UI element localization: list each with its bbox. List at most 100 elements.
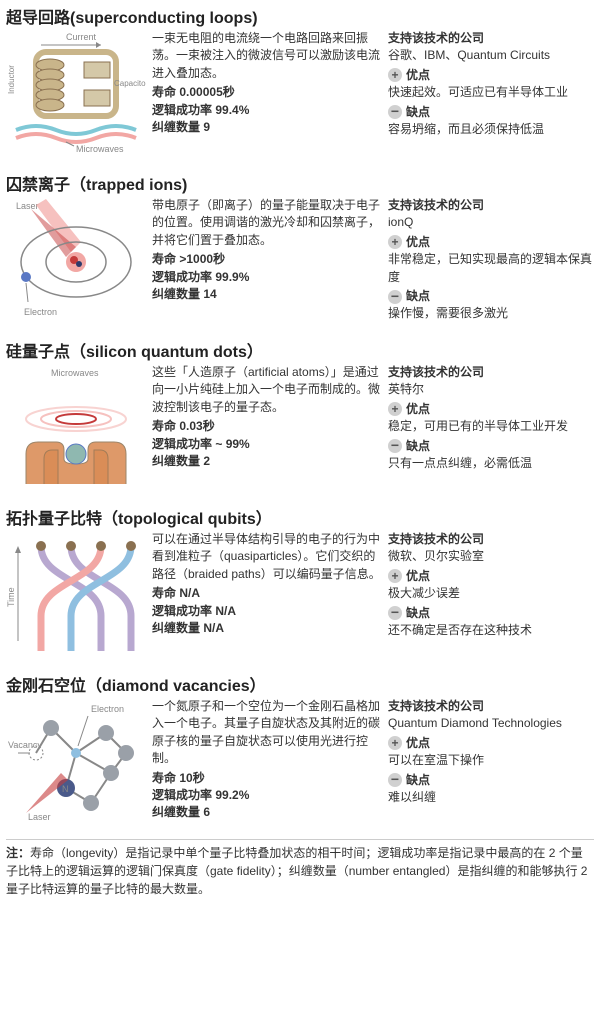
minus-icon: − [388,773,402,787]
pros-row: +优点 [388,735,594,752]
mid-col: 可以在通过半导体结构引导的电子的行为中看到准粒子（quasiparticles）… [152,531,382,664]
stat-fidelity: 逻辑成功率 ~ 99% [152,436,382,453]
cons-row: −缺点 [388,772,594,789]
tech-topological: 拓扑量子比特（topological qubits） Time 可以在通过半导体… [6,505,594,664]
stat-fidelity: 逻辑成功率 99.9% [152,269,382,286]
mid-col: 带电原子（即离子）的量子能量取决于电子的位置。使用调谐的激光冷却和囚禁离子，并将… [152,197,382,330]
pros-row: +优点 [388,234,594,251]
right-col: 支持该技术的公司 谷歌、IBM、Quantum Circuits +优点 快速起… [388,30,594,163]
pros-row: +优点 [388,67,594,84]
diagram-silicon-dots: Microwaves [6,364,146,497]
right-col: 支持该技术的公司 Quantum Diamond Technologies +优… [388,698,594,831]
diagram-superconducting: Current Inductor Capacitors Microwaves [6,30,146,163]
label-microwaves: Microwaves [76,144,124,154]
right-col: 支持该技术的公司 ionQ +优点 非常稳定，已知实现最高的逻辑本保真度 −缺点… [388,197,594,330]
pros-value: 可以在室温下操作 [388,752,594,769]
cons-row: −缺点 [388,438,594,455]
pros-value: 快速起效。可适应已有半导体工业 [388,84,594,101]
tech-body: Electron Vacancy Laser N [6,698,594,831]
tech-title: 囚禁离子（trapped ions) [6,171,594,195]
plus-icon: + [388,402,402,416]
tech-body: Microwaves 这些「人造原子（artificial atoms）」是通过… [6,364,594,497]
stat-fidelity: 逻辑成功率 N/A [152,603,382,620]
diagram-trapped-ions: Laser Electron [6,197,146,330]
companies-value: 谷歌、IBM、Quantum Circuits [388,47,594,64]
footnote-text: 寿命（longevity）是指记录中单个量子比特叠加状态的相干时间；逻辑成功率是… [6,846,587,896]
tech-title: 拓扑量子比特（topological qubits） [6,505,594,529]
mid-col: 这些「人造原子（artificial atoms）」是通过向一小片纯硅上加入一个… [152,364,382,497]
description: 带电原子（即离子）的量子能量取决于电子的位置。使用调谐的激光冷却和囚禁离子，并将… [152,197,382,249]
plus-icon: + [388,569,402,583]
label-electron: Electron [24,307,57,317]
pros-row: +优点 [388,401,594,418]
cons-value: 操作慢，需要很多激光 [388,305,594,322]
label-laser: Laser [28,812,51,822]
minus-icon: − [388,606,402,620]
tech-diamond-vacancies: 金刚石空位（diamond vacancies） Electron Vacanc… [6,672,594,831]
tech-body: Current Inductor Capacitors Microwaves [6,30,594,163]
superconducting-svg: Current Inductor Capacitors Microwaves [6,30,146,160]
cons-row: −缺点 [388,605,594,622]
tech-title: 硅量子点（silicon quantum dots） [6,338,594,362]
stat-entangled: 纠缠数量 2 [152,453,382,470]
plus-icon: + [388,235,402,249]
mid-col: 一束无电阻的电流绕一个电路回路来回振荡。一束被注入的微波信号可以激励该电流进入叠… [152,30,382,163]
companies-label: 支持该技术的公司 [388,30,594,47]
tech-body: Laser Electron 带电原子（即离子）的量子能量取决于电子的位置。使用… [6,197,594,330]
cons-value: 难以纠缠 [388,789,594,806]
cons-value: 只有一点点纠缠，必需低温 [388,455,594,472]
tech-body: Time 可以在通过半导体结构引导的电子的行为中看到准粒子（quasiparti… [6,531,594,664]
companies-label: 支持该技术的公司 [388,698,594,715]
stat-lifetime: 寿命 N/A [152,585,382,602]
label-electron: Electron [91,704,124,714]
description: 一个氮原子和一个空位为一个金刚石晶格加入一个电子。其量子自旋状态及其附近的碳原子… [152,698,382,768]
minus-icon: − [388,105,402,119]
mid-col: 一个氮原子和一个空位为一个金刚石晶格加入一个电子。其量子自旋状态及其附近的碳原子… [152,698,382,831]
stat-lifetime: 寿命 10秒 [152,770,382,787]
description: 一束无电阻的电流绕一个电路回路来回振荡。一束被注入的微波信号可以激励该电流进入叠… [152,30,382,82]
tech-trapped-ions: 囚禁离子（trapped ions) Laser Electron 带电原子（即… [6,171,594,330]
tech-title: 金刚石空位（diamond vacancies） [6,672,594,696]
stat-lifetime: 寿命 0.00005秒 [152,84,382,101]
topological-svg: Time [6,531,146,661]
pros-value: 稳定，可用已有的半导体工业开发 [388,418,594,435]
diamond-svg: Electron Vacancy Laser N [6,698,146,828]
companies-value: Quantum Diamond Technologies [388,715,594,732]
label-current: Current [66,32,97,42]
pros-value: 极大减少误差 [388,585,594,602]
stat-entangled: 纠缠数量 6 [152,804,382,821]
minus-icon: − [388,290,402,304]
plus-icon: + [388,68,402,82]
companies-label: 支持该技术的公司 [388,364,594,381]
footnote-label: 注： [6,846,30,860]
companies-label: 支持该技术的公司 [388,197,594,214]
cons-value: 容易坍缩，而且必须保持低温 [388,121,594,138]
label-microwaves: Microwaves [51,368,99,378]
label-inductor: Inductor [7,65,16,94]
description: 这些「人造原子（artificial atoms）」是通过向一小片纯硅上加入一个… [152,364,382,416]
diagram-diamond: Electron Vacancy Laser N [6,698,146,831]
cons-row: −缺点 [388,288,594,305]
trapped-ions-svg: Laser Electron [6,197,146,327]
stat-fidelity: 逻辑成功率 99.4% [152,102,382,119]
tech-silicon-dots: 硅量子点（silicon quantum dots） Microwaves 这些… [6,338,594,497]
stat-entangled: 纠缠数量 14 [152,286,382,303]
minus-icon: − [388,439,402,453]
label-capacitors: Capacitors [114,79,146,88]
description: 可以在通过半导体结构引导的电子的行为中看到准粒子（quasiparticles）… [152,531,382,583]
silicon-dots-svg: Microwaves [6,364,146,494]
tech-superconducting: 超导回路(superconducting loops) Current Indu… [6,4,594,163]
cons-value: 还不确定是否存在这种技术 [388,622,594,639]
footnote: 注：寿命（longevity）是指记录中单个量子比特叠加状态的相干时间；逻辑成功… [6,839,594,898]
tech-title: 超导回路(superconducting loops) [6,4,594,28]
companies-label: 支持该技术的公司 [388,531,594,548]
companies-value: 英特尔 [388,381,594,398]
label-laser: Laser [16,201,39,211]
cons-row: −缺点 [388,104,594,121]
label-time: Time [6,587,16,607]
label-n: N [62,784,69,794]
pros-row: +优点 [388,568,594,585]
label-vacancy: Vacancy [8,740,42,750]
plus-icon: + [388,736,402,750]
stat-fidelity: 逻辑成功率 99.2% [152,787,382,804]
